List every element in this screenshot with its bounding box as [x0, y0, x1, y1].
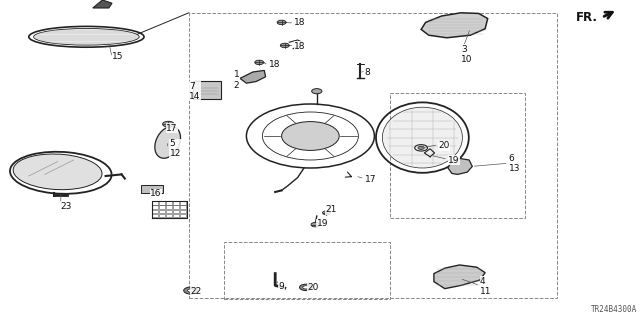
Text: 16: 16 [150, 189, 162, 198]
Text: 21: 21 [325, 205, 337, 214]
Bar [159, 201, 165, 205]
Polygon shape [448, 158, 472, 174]
Bar [166, 210, 172, 213]
Bar [173, 205, 179, 209]
Polygon shape [421, 13, 488, 38]
Bar [159, 210, 165, 213]
Ellipse shape [155, 126, 180, 158]
Polygon shape [93, 0, 112, 8]
Bar [180, 214, 186, 217]
Text: 4
11: 4 11 [480, 277, 492, 296]
Text: 20: 20 [307, 284, 319, 292]
Circle shape [277, 20, 286, 25]
Text: 3
10: 3 10 [461, 45, 472, 64]
Bar [173, 210, 179, 213]
Text: 17: 17 [365, 175, 376, 184]
Text: 7
14: 7 14 [189, 82, 200, 101]
Bar [166, 205, 172, 209]
Polygon shape [240, 70, 266, 83]
Circle shape [418, 146, 424, 149]
FancyBboxPatch shape [141, 185, 163, 193]
Text: 19: 19 [317, 220, 328, 228]
Circle shape [303, 286, 309, 289]
Bar [152, 210, 158, 213]
Bar [173, 214, 179, 217]
FancyBboxPatch shape [193, 81, 221, 99]
Circle shape [255, 60, 264, 65]
Bar [173, 201, 179, 205]
Bar [180, 210, 186, 213]
Circle shape [184, 287, 198, 294]
Text: 18: 18 [294, 18, 306, 27]
Text: 5
12: 5 12 [170, 139, 181, 158]
Bar [166, 214, 172, 217]
Text: 9: 9 [278, 282, 284, 291]
Bar [152, 205, 158, 209]
Text: TR24B4300A: TR24B4300A [591, 305, 637, 314]
Text: 8: 8 [365, 68, 371, 76]
Circle shape [282, 122, 339, 150]
Circle shape [188, 289, 194, 292]
Circle shape [280, 43, 289, 48]
Ellipse shape [383, 107, 463, 168]
Text: FR.: FR. [576, 11, 598, 24]
Circle shape [163, 121, 174, 127]
Text: 1
2: 1 2 [234, 70, 239, 90]
Text: 23: 23 [61, 202, 72, 211]
Ellipse shape [13, 154, 102, 190]
Ellipse shape [34, 28, 140, 45]
Polygon shape [434, 265, 485, 289]
Text: 6
13: 6 13 [509, 154, 520, 173]
Text: 15: 15 [112, 52, 124, 60]
Bar [166, 201, 172, 205]
Bar [180, 201, 186, 205]
Text: 20: 20 [438, 141, 450, 150]
Circle shape [312, 89, 322, 94]
Bar [180, 205, 186, 209]
Circle shape [300, 284, 312, 291]
Bar [152, 201, 158, 205]
Text: 17: 17 [166, 124, 178, 132]
Text: 22: 22 [191, 287, 202, 296]
Bar [159, 205, 165, 209]
Text: 18: 18 [294, 42, 306, 51]
Text: 18: 18 [269, 60, 280, 68]
Bar [152, 214, 158, 217]
Circle shape [323, 211, 330, 215]
Text: 19: 19 [448, 156, 460, 164]
Bar [159, 214, 165, 217]
Circle shape [311, 222, 320, 227]
